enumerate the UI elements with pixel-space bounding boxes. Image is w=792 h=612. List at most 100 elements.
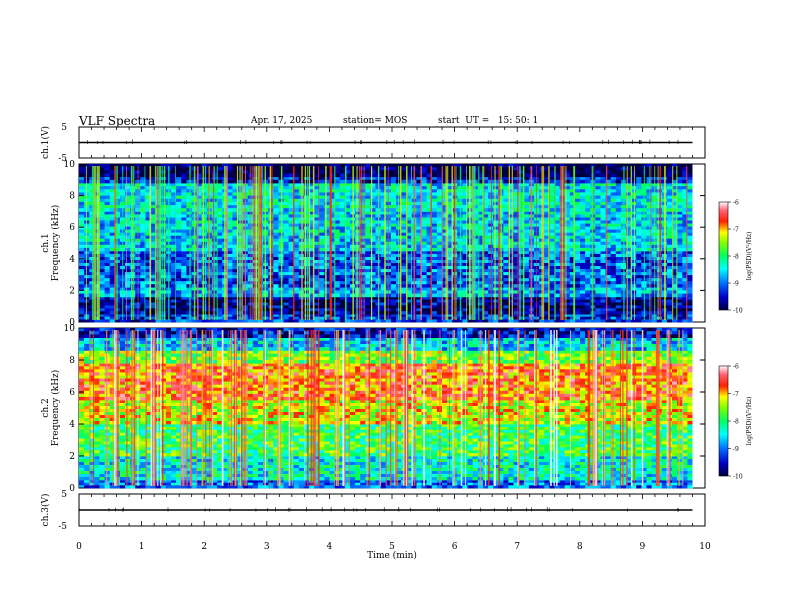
spectrogram-1-cell bbox=[401, 316, 407, 320]
spectrogram-1-cell bbox=[314, 229, 320, 233]
spectrogram-1-cell bbox=[462, 183, 468, 187]
spectrogram-1-cell bbox=[196, 314, 203, 318]
spectrogram-1-cell bbox=[201, 253, 208, 258]
spectrogram-1-cell bbox=[406, 305, 412, 309]
spectrogram-1-cell bbox=[421, 260, 427, 264]
spectrogram-1-cell bbox=[600, 238, 606, 243]
spectrogram-1-cell bbox=[672, 257, 678, 261]
spectrogram-1-cell bbox=[191, 319, 197, 323]
spectrogram-1-cell bbox=[94, 314, 100, 318]
spectrogram-1-cell bbox=[564, 287, 571, 291]
spectrogram-1-cell bbox=[462, 305, 468, 309]
spectrogram-1-cell bbox=[554, 223, 560, 227]
spectrogram-1-cell bbox=[508, 308, 514, 312]
spectrogram-1-cell bbox=[201, 314, 208, 318]
spectrogram-1-cell bbox=[79, 250, 85, 255]
spectrogram-1-cell bbox=[508, 272, 514, 276]
spectrogram-1-cell bbox=[544, 272, 550, 276]
spectrogram-1-cell bbox=[314, 290, 320, 294]
spectrogram-1-cell bbox=[186, 253, 192, 258]
spectrogram-1-cell bbox=[426, 287, 433, 291]
spectrogram-1-cell bbox=[314, 299, 320, 303]
spectrogram-1-cell bbox=[488, 244, 494, 249]
spectrogram-1-cell bbox=[303, 305, 310, 309]
spectrogram-1-cell bbox=[84, 244, 90, 249]
spectrogram-1-cell bbox=[303, 238, 310, 243]
spectrogram-1-cell bbox=[672, 217, 678, 221]
spectrogram-1-cell bbox=[595, 226, 601, 230]
spectrogram-1-cell bbox=[94, 250, 100, 255]
spectrogram-1-cell bbox=[488, 308, 494, 312]
spectrogram-1-cell bbox=[605, 319, 612, 323]
spectrogram-1-cell bbox=[303, 293, 310, 298]
spectrogram-1-cell bbox=[94, 226, 100, 230]
spectrogram-1-cell bbox=[462, 314, 468, 318]
spectrogram-1-cell bbox=[217, 281, 223, 285]
spectrogram-1-cell bbox=[104, 223, 111, 227]
spectrogram-1-cell bbox=[390, 293, 397, 298]
spectrogram-1-cell bbox=[84, 296, 90, 300]
spectrogram-1-cell bbox=[288, 214, 295, 218]
spectrogram-1-cell bbox=[687, 214, 693, 218]
spectrogram-1-cell bbox=[421, 293, 427, 298]
spectrogram-1-cell bbox=[125, 287, 131, 291]
spectrogram-1-cell bbox=[585, 308, 591, 312]
spectrogram-1-cell bbox=[462, 311, 468, 315]
spectrogram-1-cell bbox=[181, 308, 187, 312]
spectrogram-1-cell bbox=[390, 220, 397, 224]
spectrogram-1-cell bbox=[585, 296, 591, 300]
spectrogram-1-cell bbox=[569, 308, 576, 312]
spectrogram-1-cell bbox=[431, 293, 438, 298]
spectrogram-1-cell bbox=[488, 275, 494, 279]
spectrogram-1-cell bbox=[534, 244, 540, 249]
spectrogram-1-cell bbox=[508, 269, 514, 273]
spectrogram-1-cell bbox=[303, 247, 310, 252]
spectrogram-1-cell bbox=[554, 272, 560, 276]
spectrogram-1-cell bbox=[559, 319, 566, 323]
spectrogram-1-cell bbox=[145, 211, 151, 215]
spectrogram-1-cell bbox=[595, 302, 601, 306]
spectrogram-1-cell bbox=[196, 272, 203, 276]
spectrogram-1-cell bbox=[569, 319, 576, 323]
spectrogram-1-cell bbox=[227, 238, 233, 243]
spectrogram-1-cell bbox=[646, 316, 652, 320]
spectrogram-1-cell bbox=[303, 226, 310, 230]
spectrogram-1-cell bbox=[94, 269, 100, 273]
spectrogram-1-cell bbox=[431, 281, 438, 285]
spectrogram-1-cell bbox=[94, 278, 100, 282]
spectrogram-1-cell bbox=[631, 287, 637, 291]
spectrogram-1-cell bbox=[656, 314, 663, 318]
spectrogram-1-cell bbox=[406, 308, 412, 312]
spectrogram-1-cell bbox=[626, 223, 632, 227]
spectrogram-1-cell bbox=[140, 314, 146, 318]
spectrogram-1-cell bbox=[477, 316, 484, 320]
spectrogram-1-cell bbox=[534, 238, 540, 243]
spectrogram-1-cell bbox=[160, 290, 167, 294]
spectrogram-1-cell bbox=[217, 269, 223, 273]
spectrogram-1-cell bbox=[314, 319, 320, 323]
spectrogram-1-cell bbox=[176, 257, 182, 261]
spectrogram-1-cell bbox=[370, 284, 376, 288]
spectrogram-1-cell bbox=[334, 272, 341, 276]
spectrogram-1-cell bbox=[84, 223, 90, 227]
spectrogram-1-cell bbox=[687, 305, 693, 309]
spectrogram-1-cell bbox=[600, 229, 606, 233]
spectrogram-1-cell bbox=[477, 250, 484, 255]
spectrogram-1-cell bbox=[447, 287, 453, 291]
spectrogram-1-cell bbox=[580, 284, 586, 288]
spectrogram-1-cell bbox=[682, 290, 688, 294]
spectrogram-1-cell bbox=[421, 308, 427, 312]
spectrogram-1-cell bbox=[677, 269, 683, 273]
spectrogram-1-cell bbox=[329, 302, 335, 306]
spectrogram-1-cell bbox=[554, 299, 560, 303]
spectrogram-1-cell bbox=[283, 232, 289, 237]
spectrogram-1-cell bbox=[329, 296, 335, 300]
spectrogram-1-cell bbox=[370, 269, 376, 273]
spectrogram-1-cell bbox=[390, 247, 397, 252]
spectrogram-1-cell bbox=[227, 226, 233, 230]
spectrogram-1-cell bbox=[273, 232, 279, 237]
spectrogram-1-cell bbox=[227, 235, 233, 240]
spectrogram-1-cell bbox=[181, 232, 187, 237]
spectrogram-1-cell bbox=[283, 278, 289, 282]
spectrogram-1-cell bbox=[493, 253, 499, 258]
